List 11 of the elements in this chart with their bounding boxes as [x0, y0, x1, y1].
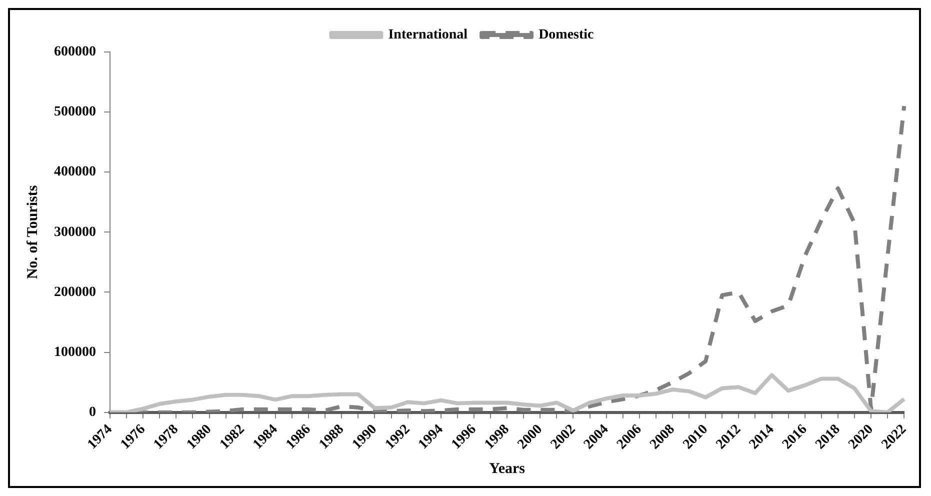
y-tick-label: 400000	[54, 164, 96, 180]
x-axis-title: Years	[489, 460, 526, 477]
y-tick-label: 300000	[54, 224, 96, 240]
legend-label: Domestic	[538, 28, 594, 43]
y-tick-label: 100000	[54, 344, 96, 360]
y-axis-title: No. of Tourists	[24, 185, 41, 280]
legend-label: International	[388, 28, 468, 43]
y-tick-label: 0	[89, 404, 96, 420]
y-tick-label: 500000	[54, 104, 96, 120]
y-tick-label: 200000	[54, 284, 96, 300]
y-tick-label: 600000	[54, 44, 96, 60]
